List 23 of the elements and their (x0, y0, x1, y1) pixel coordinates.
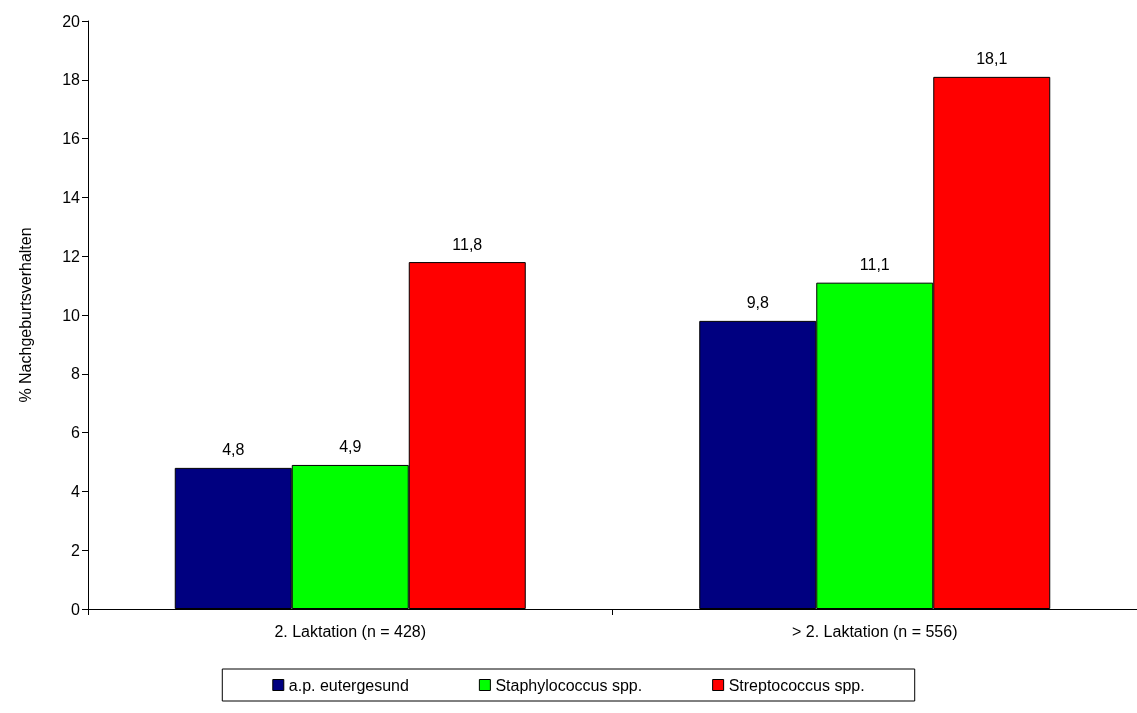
y-tick-label: 2 (71, 541, 81, 559)
y-tick-label: 18 (62, 71, 81, 89)
data-label: 11,1 (859, 256, 890, 274)
y-tick-label: 6 (71, 424, 81, 442)
legend-label: Staphylococcus spp. (495, 676, 643, 694)
legend-label: Streptococcus spp. (728, 676, 865, 694)
y-tick-label: 12 (62, 247, 81, 265)
y-tick-label: 10 (62, 306, 81, 324)
data-label: 9,8 (746, 294, 769, 312)
x-tick-label: 2. Laktation (n = 428) (274, 622, 427, 640)
x-tick-label: > 2. Laktation (n = 556) (792, 622, 958, 640)
data-label: 4,8 (222, 441, 245, 459)
y-tick-label: 0 (71, 600, 81, 618)
y-tick-label: 14 (62, 188, 81, 206)
y-tick-label: 20 (62, 12, 81, 30)
data-label: 11,8 (452, 235, 483, 253)
y-axis-title: % Nachgeburtsverhalten (16, 227, 34, 403)
data-label: 18,1 (976, 50, 1008, 68)
y-tick-label: 8 (71, 365, 81, 383)
legend-label: a.p. eutergesund (288, 676, 409, 694)
y-tick-label: 4 (71, 482, 81, 500)
y-tick-label: 16 (62, 130, 81, 148)
data-label: 4,9 (339, 438, 362, 456)
